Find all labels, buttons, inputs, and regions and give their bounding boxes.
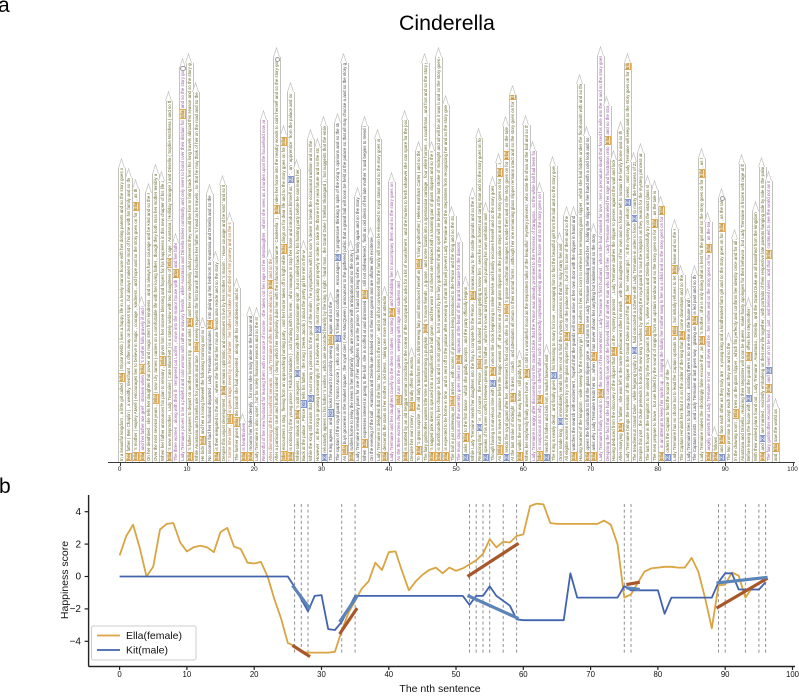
svg-text:The nth sentence: The nth sentence bbox=[399, 683, 480, 695]
svg-text:50: 50 bbox=[452, 670, 461, 679]
svg-text:40: 40 bbox=[384, 670, 393, 679]
svg-text:10: 10 bbox=[183, 670, 192, 679]
svg-text:Kit(male): Kit(male) bbox=[126, 645, 168, 657]
svg-text:−2: −2 bbox=[70, 604, 82, 615]
svg-text:Happiness score: Happiness score bbox=[59, 541, 71, 619]
svg-text:30: 30 bbox=[317, 670, 326, 679]
svg-text:70: 70 bbox=[586, 670, 595, 679]
svg-text:0: 0 bbox=[117, 670, 122, 679]
svg-text:60: 60 bbox=[519, 670, 528, 679]
svg-text:90: 90 bbox=[721, 670, 730, 679]
svg-text:0: 0 bbox=[75, 572, 81, 583]
svg-text:2: 2 bbox=[75, 539, 81, 550]
svg-text:4: 4 bbox=[75, 507, 81, 518]
svg-text:−4: −4 bbox=[70, 637, 82, 648]
svg-text:20: 20 bbox=[250, 670, 259, 679]
svg-text:Ella(female): Ella(female) bbox=[126, 630, 182, 642]
svg-text:100: 100 bbox=[786, 670, 799, 679]
svg-text:80: 80 bbox=[654, 670, 663, 679]
